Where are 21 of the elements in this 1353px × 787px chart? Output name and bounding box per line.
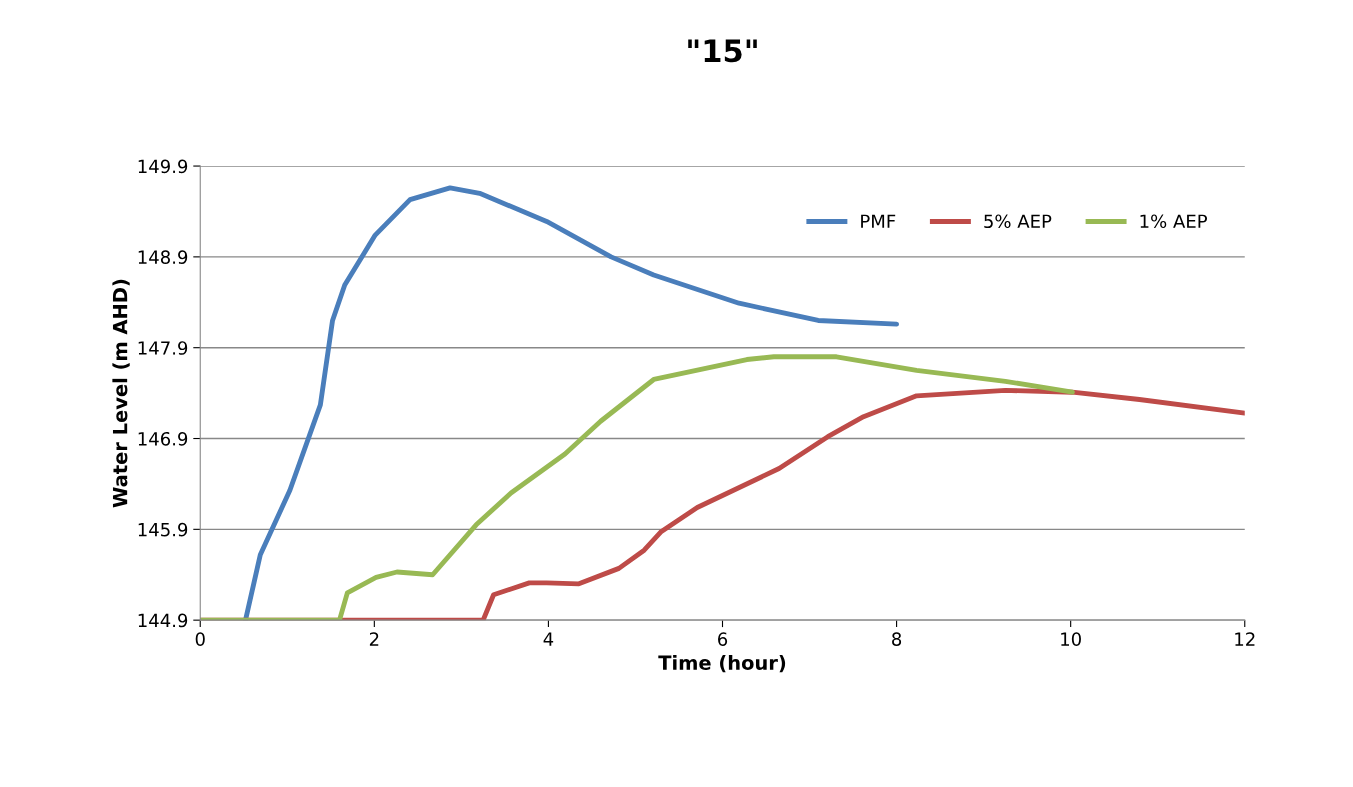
legend-label: PMF — [861, 214, 896, 228]
line-series — [243, 185, 900, 621]
y-tick-label: 144.9 — [138, 613, 188, 628]
x-tick-label: 10 — [1061, 632, 1081, 646]
y-tick-label: 148.9 — [138, 250, 188, 264]
x-tick-label: 12 — [1235, 632, 1255, 646]
y-axis-title: Water Level (m AHD) — [112, 279, 130, 508]
x-axis-title: Time (hour) — [658, 654, 786, 673]
legend-label: 1% AEP — [1140, 214, 1208, 229]
x-tick-label: 8 — [892, 632, 902, 646]
y-tick-label: 147.9 — [138, 341, 188, 355]
chart-title: "15" — [688, 39, 757, 63]
legend-label: 5% AEP — [984, 214, 1052, 229]
y-tick-label: 145.9 — [138, 522, 188, 537]
x-tick-label: 0 — [195, 632, 205, 646]
y-tick-label: 149.9 — [138, 159, 188, 174]
y-tick-label: 146.9 — [138, 431, 188, 446]
x-tick-label: 4 — [543, 632, 554, 646]
x-tick-label: 6 — [718, 632, 728, 646]
x-tick-label: 2 — [369, 632, 379, 646]
line-series — [200, 354, 1075, 621]
